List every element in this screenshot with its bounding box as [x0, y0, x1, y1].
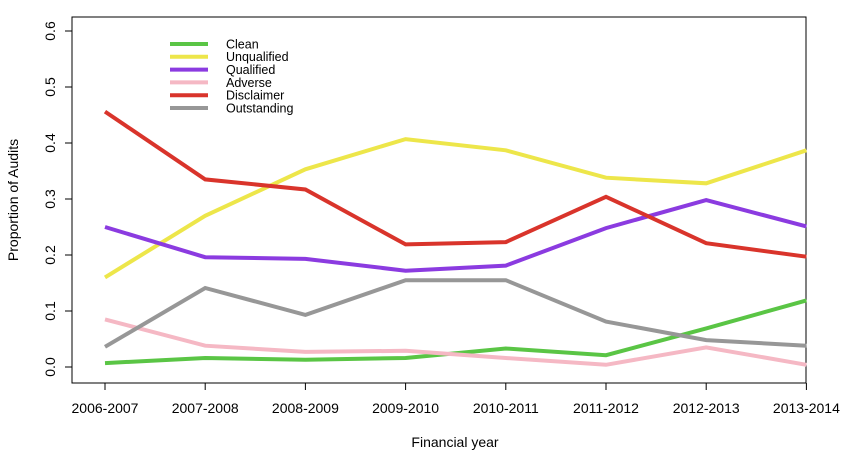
y-tick-label: 0.0 — [42, 357, 58, 377]
x-tick-label: 2010-2011 — [473, 400, 539, 416]
x-axis: 2006-2007 2007-2008 2008-2009 2009-2010 2010… — [72, 383, 840, 416]
x-tick-label: 2008-2009 — [272, 400, 339, 416]
y-axis-title: Proportion of Audits — [5, 139, 21, 261]
series-line-outstanding — [103, 278, 807, 349]
series-line-disclaimer — [103, 109, 807, 259]
x-axis-title: Financial year — [411, 434, 498, 450]
y-tick-label: 0.5 — [42, 77, 58, 97]
legend-label-clean: Clean — [226, 37, 259, 51]
x-tick-label: 2011-2012 — [573, 400, 639, 416]
legend-label-unqualified: Unqualified — [226, 50, 289, 64]
y-tick-label: 0.4 — [42, 133, 58, 153]
legend-label-disclaimer: Disclaimer — [226, 89, 284, 103]
legend: CleanUnqualifiedQualifiedAdverseDisclaim… — [170, 37, 293, 115]
y-tick-label: 0.3 — [42, 189, 58, 209]
y-tick-label: 0.1 — [42, 301, 58, 321]
series-line-qualified — [104, 198, 807, 273]
x-tick-label: 2007-2008 — [172, 400, 239, 416]
series-lines — [103, 109, 808, 367]
x-tick-label: 2012-2013 — [673, 400, 740, 416]
y-tick-label: 0.2 — [42, 245, 58, 265]
legend-label-qualified: Qualified — [226, 63, 275, 77]
x-tick-label: 2009-2010 — [372, 400, 439, 416]
y-tick-label: 0.6 — [42, 21, 58, 41]
y-axis: 0.0 0.1 0.2 0.3 0.4 0.5 0.6 — [42, 21, 72, 377]
x-tick-label: 2013-2014 — [773, 400, 840, 416]
series-line-adverse — [104, 317, 807, 367]
legend-label-outstanding: Outstanding — [226, 101, 293, 115]
series-line-unqualified — [103, 137, 808, 280]
x-tick-label: 2006-2007 — [72, 400, 139, 416]
plot-frame — [71, 16, 807, 384]
legend-label-adverse: Adverse — [226, 76, 272, 90]
